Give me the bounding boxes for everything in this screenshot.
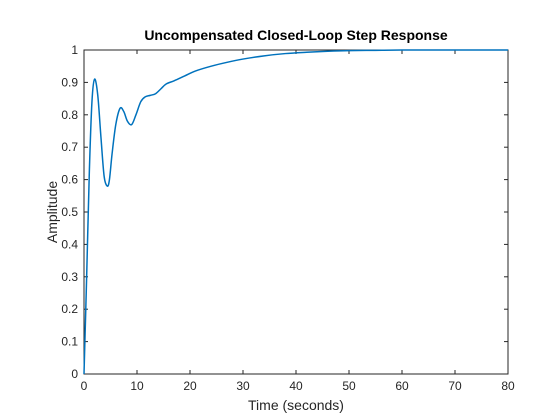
- y-tick-label: 0.1: [61, 335, 78, 349]
- y-axis-label: Amplitude: [44, 181, 60, 243]
- x-tick-label: 70: [448, 379, 462, 393]
- x-tick-label: 20: [183, 379, 197, 393]
- x-tick-label: 10: [130, 379, 144, 393]
- y-ticks: 0 0.1 0.2 0.3 0.4 0.5 0.6 0.7 0.8 0.9 1: [61, 43, 508, 381]
- y-tick-label: 0.5: [61, 205, 78, 219]
- y-tick-label: 0.4: [61, 237, 78, 251]
- y-tick-label: 0.6: [61, 173, 78, 187]
- y-tick-label: 1: [71, 43, 78, 57]
- x-axis-label: Time (seconds): [248, 397, 344, 413]
- x-tick-label: 40: [289, 379, 303, 393]
- y-tick-label: 0.2: [61, 302, 78, 316]
- x-tick-label: 80: [501, 379, 515, 393]
- x-tick-label: 30: [236, 379, 250, 393]
- y-tick-label: 0.9: [61, 75, 78, 89]
- plot-area: 0 10 20 30 40 50 60 70 80 0 0.1 0.2 0.3 0.4 0.5 0.6 0.7…: [61, 43, 515, 393]
- chart-title: Uncompensated Closed-Loop Step Response: [144, 27, 448, 43]
- x-ticks: 0 10 20 30 40 50 60 70 80: [81, 50, 515, 393]
- x-tick-label: 50: [342, 379, 356, 393]
- y-tick-label: 0.7: [61, 140, 78, 154]
- series-line: [83, 49, 508, 375]
- x-tick-label: 60: [395, 379, 409, 393]
- y-tick-label: 0.3: [61, 270, 78, 284]
- x-tick-label: 0: [81, 379, 88, 393]
- axes-box: [83, 49, 509, 375]
- y-tick-label: 0.8: [61, 108, 78, 122]
- y-tick-label: 0: [71, 367, 78, 381]
